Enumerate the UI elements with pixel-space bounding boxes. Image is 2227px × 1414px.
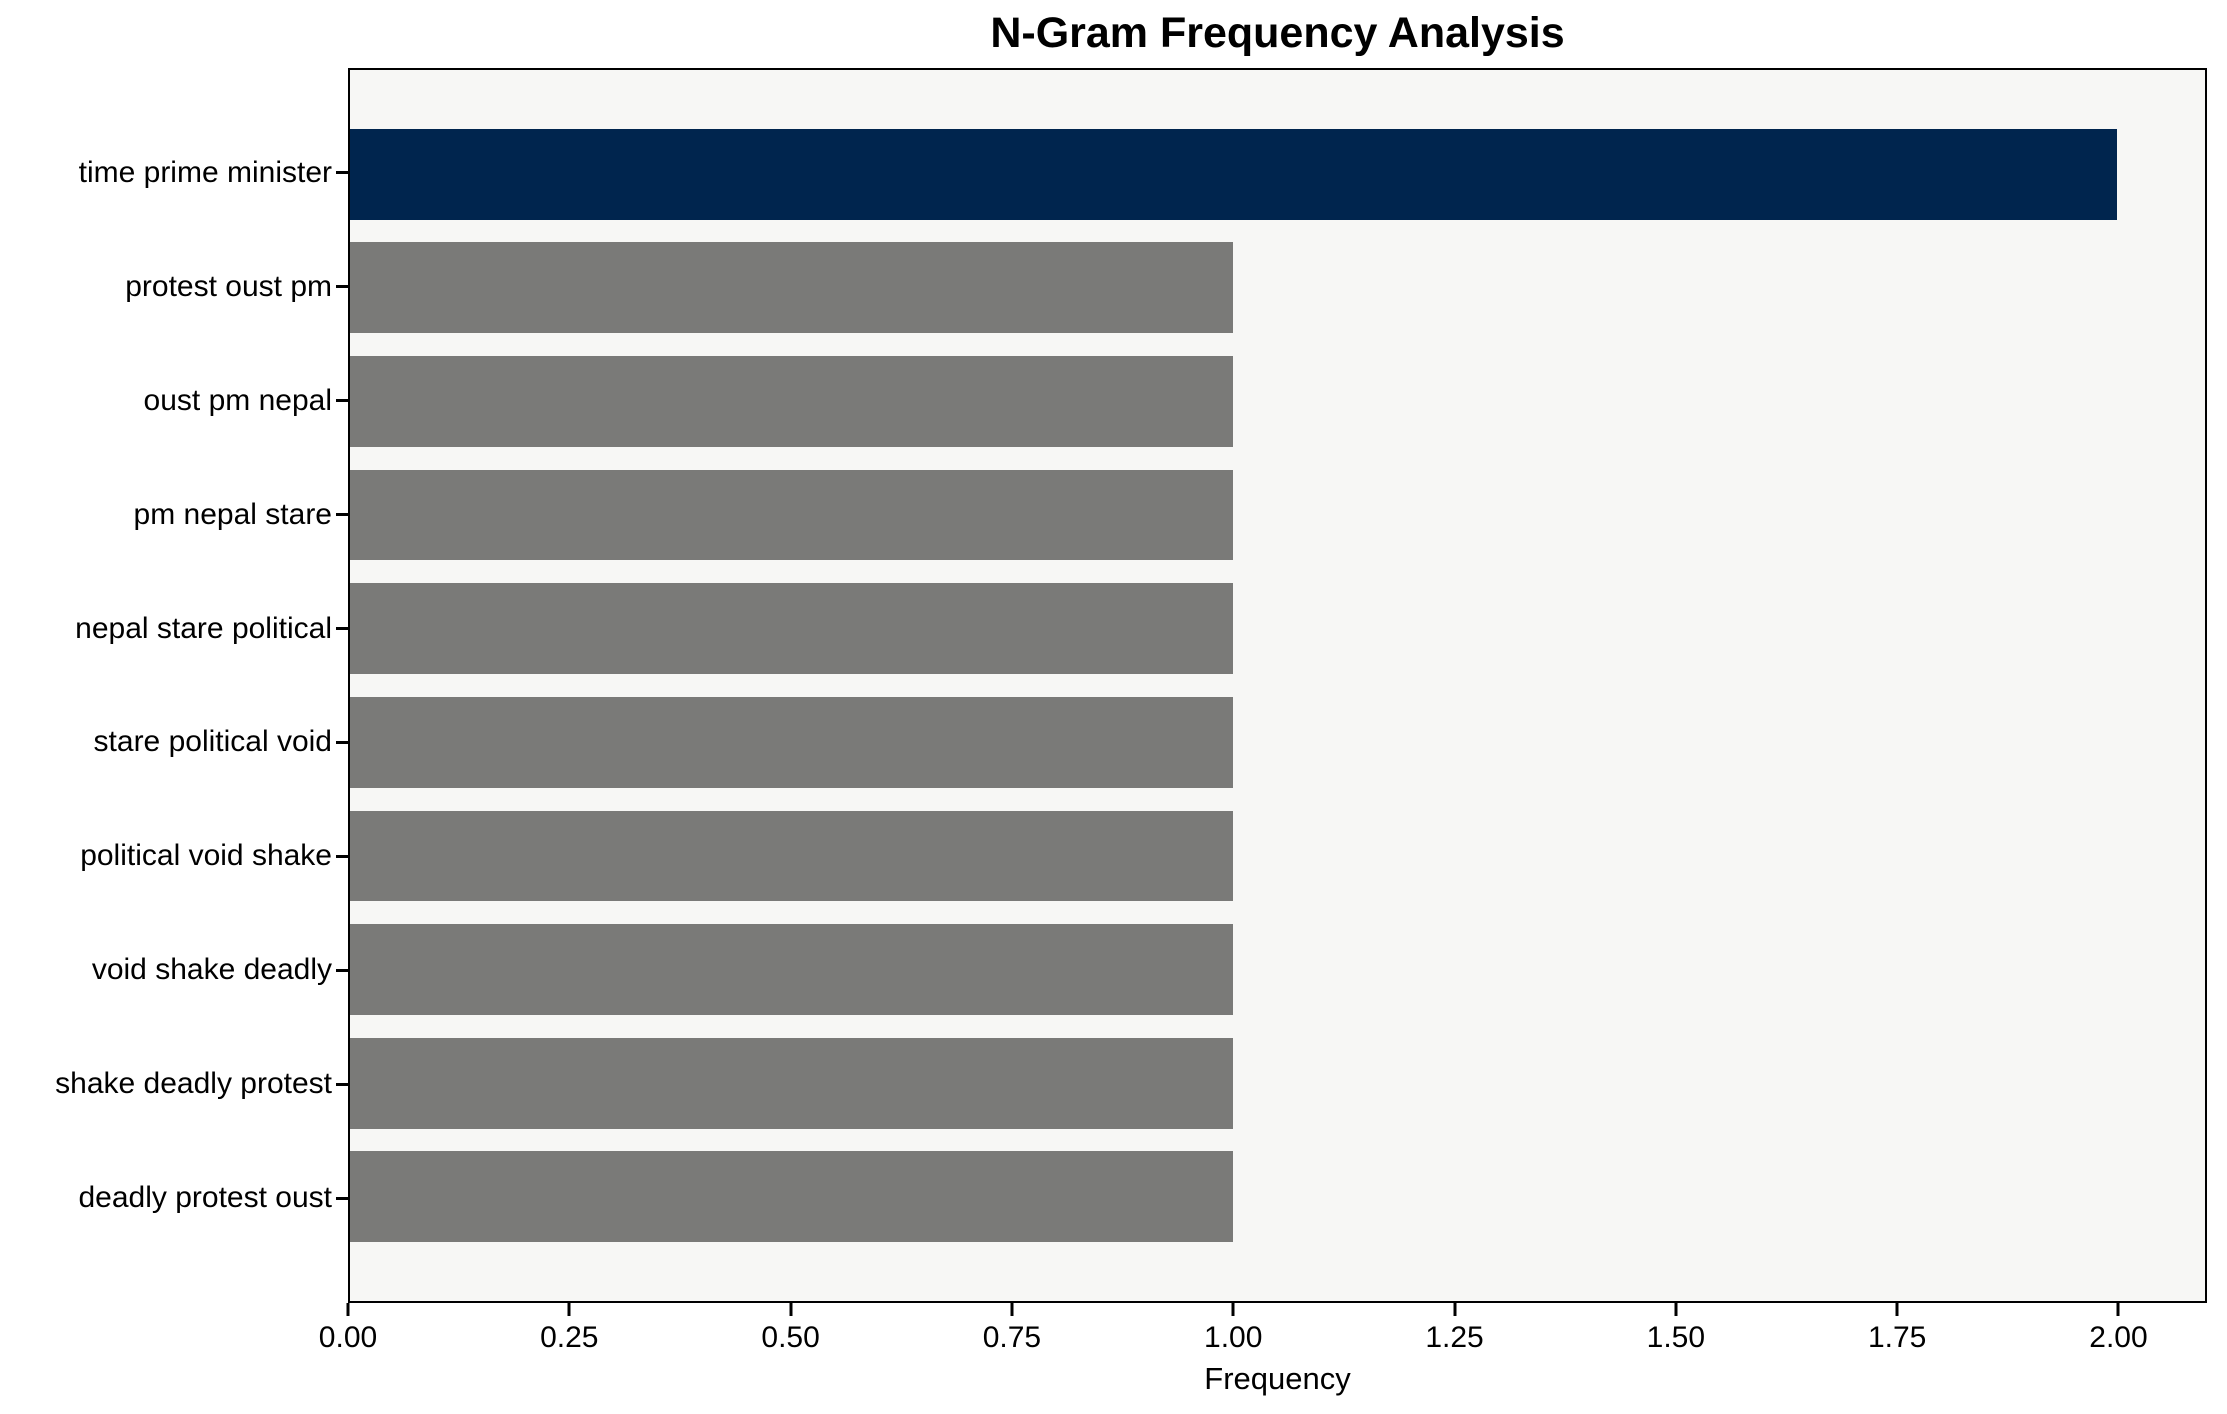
y-tick-mark: [336, 513, 348, 516]
bar: [350, 356, 1234, 447]
x-tick-label: 0.00: [318, 1321, 378, 1354]
x-tick-label: 1.50: [1646, 1321, 1706, 1354]
y-tick-mark: [336, 1196, 348, 1200]
y-axis-labels: time prime minister protest oust pm oust p…: [0, 68, 332, 1303]
y-tick-label: time prime minister: [78, 155, 332, 189]
x-tick-label: 0.50: [761, 1321, 820, 1354]
y-tick-label: political void shake: [80, 839, 332, 873]
x-tick-mark: [2116, 1303, 2120, 1316]
y-tick-mark: [336, 740, 348, 744]
x-axis: 0.00 0.25 0.50 0.75 1.00 1.25 1.50 1.75 2.00: [319, 1303, 2207, 1373]
bar: [350, 128, 2117, 220]
y-tick-mark: [336, 171, 348, 175]
x-tick-label: 1.25: [1425, 1321, 1484, 1354]
y-tick-label: void shake deadly: [91, 953, 332, 987]
bar: [350, 583, 1234, 675]
bar: [350, 924, 1234, 1015]
y-tick-mark: [336, 285, 348, 289]
x-tick-label: 2.00: [2089, 1321, 2148, 1354]
bar: [350, 469, 1234, 561]
y-tick-label: nepal stare political: [75, 611, 332, 645]
bar: [350, 696, 1234, 788]
y-tick-mark: [336, 968, 348, 972]
x-tick-mark: [1231, 1303, 1235, 1316]
x-tick-mark: [789, 1303, 793, 1316]
y-tick-mark: [336, 399, 348, 403]
x-tick-mark: [1453, 1303, 1457, 1316]
y-tick-label: stare political void: [93, 725, 332, 759]
x-tick-label: 1.75: [1867, 1321, 1927, 1354]
x-tick-mark: [567, 1303, 571, 1316]
x-tick-label: 0.75: [982, 1321, 1042, 1354]
x-tick-mark: [1010, 1303, 1014, 1316]
x-tick-label: 0.25: [540, 1321, 599, 1354]
x-tick-label: 1.00: [1204, 1321, 1263, 1354]
x-axis-label: Frequency: [1204, 1361, 1351, 1396]
y-tick-mark: [336, 627, 348, 630]
x-tick-mark: [1674, 1303, 1678, 1316]
y-tick-label: deadly protest oust: [78, 1181, 333, 1215]
y-tick-label: oust pm nepal: [143, 383, 332, 417]
y-tick-label: pm nepal stare: [133, 497, 332, 531]
bar: [350, 810, 1234, 902]
y-tick-label: shake deadly protest: [55, 1067, 332, 1101]
chart-title: N-Gram Frequency Analysis: [990, 9, 1565, 57]
x-tick-mark: [1895, 1303, 1899, 1316]
y-axis-tick-marks: [336, 68, 348, 1303]
bar: [350, 242, 1234, 334]
y-tick-label: protest oust pm: [125, 269, 332, 303]
bar: [350, 1151, 1234, 1243]
x-tick-mark: [346, 1303, 350, 1316]
y-tick-mark: [336, 1082, 348, 1086]
y-tick-mark: [336, 854, 348, 858]
plot-area: [348, 68, 2207, 1303]
bar: [350, 1037, 1234, 1129]
